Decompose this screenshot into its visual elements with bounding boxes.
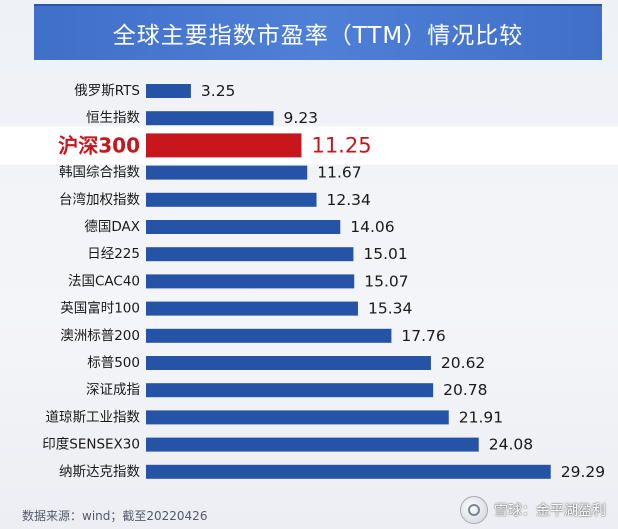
- snowball-logo-icon: [460, 496, 488, 524]
- value-label: 9.23: [284, 109, 319, 127]
- value-label: 3.25: [201, 82, 236, 100]
- highlight-row-band: [0, 126, 618, 165]
- bar: [146, 328, 392, 343]
- watermark-text: 雪球：金平湖盈利: [494, 503, 606, 519]
- category-label: 沪深300: [58, 133, 140, 157]
- category-label: 俄罗斯RTS: [74, 83, 140, 99]
- title-banner: 全球主要指数市盈率（TTM）情况比较: [34, 4, 602, 60]
- bar: [146, 84, 191, 98]
- bar: [146, 192, 317, 207]
- category-label: 法国CAC40: [68, 273, 140, 289]
- source-note: 数据来源：wind；截至20220426: [22, 509, 208, 523]
- value-label: 15.07: [364, 272, 408, 290]
- category-label: 韩国综合指数: [59, 165, 140, 181]
- bar: [146, 220, 341, 234]
- bar: [146, 133, 302, 158]
- bar: [146, 165, 308, 180]
- value-label: 11.25: [311, 133, 371, 157]
- bar: [146, 274, 355, 289]
- bar: [146, 437, 479, 452]
- bar: [146, 356, 431, 370]
- category-label: 日经225: [87, 246, 140, 262]
- bar: [146, 111, 274, 126]
- chart-title: 全球主要指数市盈率（TTM）情况比较: [112, 23, 524, 49]
- category-label: 道琼斯工业指数: [46, 409, 141, 425]
- value-label: 21.91: [459, 408, 503, 426]
- value-label: 12.34: [327, 191, 371, 209]
- value-label: 29.29: [561, 463, 605, 481]
- category-label: 英国富时100: [60, 300, 140, 317]
- value-label: 15.34: [368, 300, 412, 318]
- value-label: 14.06: [350, 218, 394, 236]
- value-label: 11.67: [317, 164, 361, 182]
- bar: [146, 464, 551, 479]
- bar: [146, 301, 358, 316]
- value-label: 24.08: [489, 436, 533, 454]
- category-label: 纳斯达克指数: [59, 464, 140, 480]
- category-label: 标普500: [87, 355, 140, 371]
- watermark: 雪球：金平湖盈利: [460, 496, 606, 524]
- category-label: 恒生指数: [86, 110, 140, 126]
- bar-chart-svg: 俄罗斯RTS 3.25 恒生指数 9.23 沪深300 11.25 韩国综合指数 11.67 台…: [0, 82, 618, 481]
- bar-chart: 俄罗斯RTS 3.25 恒生指数 9.23 沪深300 11.25 韩国综合指数 11.67 台…: [0, 70, 618, 500]
- category-label: 德国DAX: [84, 219, 140, 235]
- category-label: 深证成指: [86, 382, 140, 398]
- category-label: 澳洲标普200: [60, 328, 140, 344]
- value-label: 17.76: [401, 327, 445, 345]
- category-label: 印度SENSEX30: [42, 437, 140, 453]
- bar: [146, 410, 449, 425]
- value-label: 15.01: [363, 245, 407, 263]
- bar: [146, 247, 354, 262]
- category-label: 台湾加权指数: [59, 191, 140, 208]
- value-label: 20.62: [441, 354, 485, 372]
- bar: [146, 383, 434, 398]
- value-label: 20.78: [443, 381, 487, 399]
